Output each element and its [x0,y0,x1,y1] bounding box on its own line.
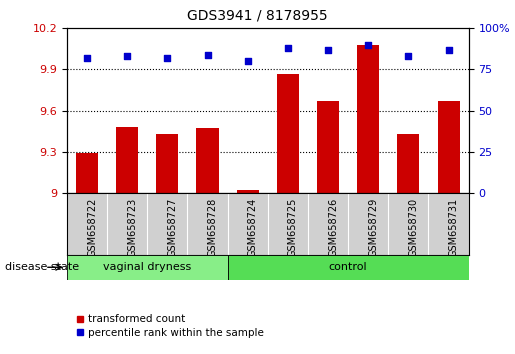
Legend: transformed count, percentile rank within the sample: transformed count, percentile rank withi… [72,310,268,342]
Bar [228,255,469,280]
Point [203,52,212,57]
Text: GSM658726: GSM658726 [328,198,338,257]
Point [123,53,131,59]
Bar [237,190,259,193]
Bar [317,101,339,193]
Text: GDS3941 / 8178955: GDS3941 / 8178955 [187,9,328,23]
Text: GSM658729: GSM658729 [368,198,378,257]
Point [163,55,171,61]
Bar [357,45,379,193]
Text: disease state: disease state [5,262,79,272]
Point [324,47,332,52]
Bar [157,134,178,193]
Text: GSM658727: GSM658727 [167,198,177,257]
Bar [277,74,299,193]
Bar [438,101,459,193]
Point [404,53,413,59]
Point [244,58,252,64]
Bar [67,255,228,280]
Bar [197,129,218,193]
Text: GSM658723: GSM658723 [127,198,137,257]
Text: vaginal dryness: vaginal dryness [103,262,192,272]
Point [83,55,91,61]
Text: GSM658730: GSM658730 [408,198,418,257]
Point [364,42,372,48]
Text: GSM658725: GSM658725 [288,198,298,257]
Point [284,45,292,51]
Text: control: control [329,262,368,272]
Text: GSM658722: GSM658722 [87,198,97,257]
Bar [116,127,138,193]
Bar [398,134,419,193]
Text: GSM658731: GSM658731 [449,198,458,257]
Text: GSM658724: GSM658724 [248,198,258,257]
Bar [76,153,98,193]
Point [444,47,453,52]
Text: GSM658728: GSM658728 [208,198,217,257]
